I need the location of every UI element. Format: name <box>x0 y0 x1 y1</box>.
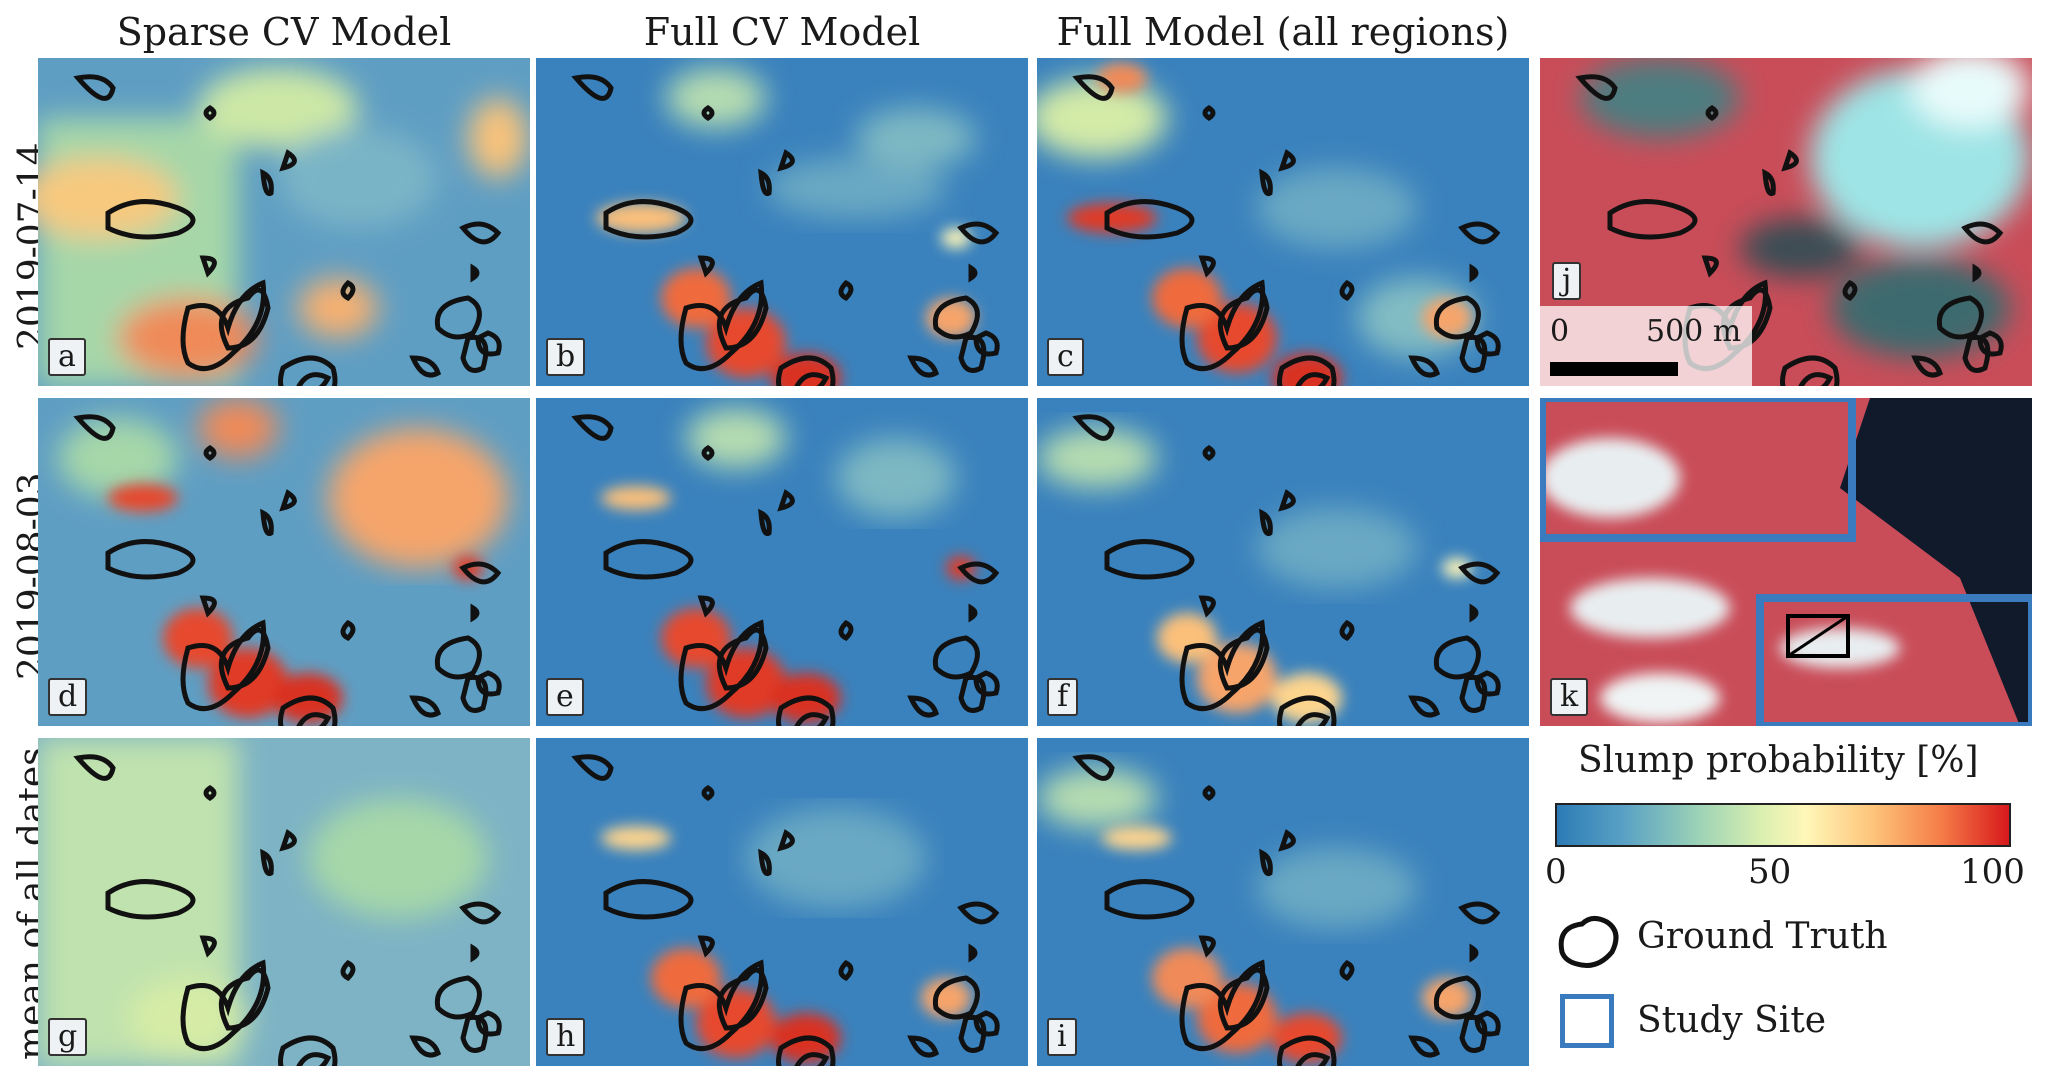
ground-truth-legend-icon <box>1558 916 1619 968</box>
colorbar <box>1555 803 2011 847</box>
column-title-full-model: Full Model (all regions) <box>1056 10 1510 54</box>
legend-title: Slump probability [%] <box>1578 740 1979 781</box>
map-panel-a: a <box>38 58 530 386</box>
map-panel-d: d <box>38 398 530 726</box>
satellite-panel-j: 0 500 m j <box>1540 58 2032 386</box>
colorbar-tick-100: 100 <box>1960 852 2025 892</box>
legend-study-site-label: Study Site <box>1637 1000 1827 1041</box>
map-panel-g: g <box>38 738 530 1066</box>
panel-label-f: f <box>1047 678 1079 716</box>
satellite-panel-k: k <box>1540 398 2032 726</box>
map-panel-e: e <box>536 398 1028 726</box>
scale-bar: 0 500 m <box>1540 306 1752 386</box>
map-panel-f: f <box>1037 398 1529 726</box>
scale-start: 0 <box>1550 314 1570 349</box>
panel-label-d: d <box>48 678 88 716</box>
panel-label-g: g <box>48 1018 88 1056</box>
panel-label-k: k <box>1550 678 1589 716</box>
colorbar-tick-0: 0 <box>1545 852 1567 892</box>
study-site-legend-icon <box>1560 994 1614 1048</box>
panel-label-j: j <box>1552 262 1582 300</box>
legend-ground-truth-label: Ground Truth <box>1637 916 1888 957</box>
colorbar-tick-50: 50 <box>1748 852 1792 892</box>
panel-label-e: e <box>546 678 584 716</box>
scale-bar-line <box>1550 362 1678 376</box>
panel-label-h: h <box>546 1018 586 1056</box>
scale-end: 500 m <box>1646 314 1742 349</box>
panel-label-b: b <box>546 338 586 376</box>
map-panel-h: h <box>536 738 1028 1066</box>
panel-label-i: i <box>1047 1018 1077 1056</box>
map-panel-b: b <box>536 58 1028 386</box>
map-panel-c: c <box>1037 58 1529 386</box>
column-title-sparse-cv: Sparse CV Model <box>116 10 452 54</box>
panel-label-a: a <box>48 338 86 376</box>
map-panel-i: i <box>1037 738 1529 1066</box>
column-title-full-cv: Full CV Model <box>643 10 921 54</box>
panel-label-c: c <box>1047 338 1084 376</box>
